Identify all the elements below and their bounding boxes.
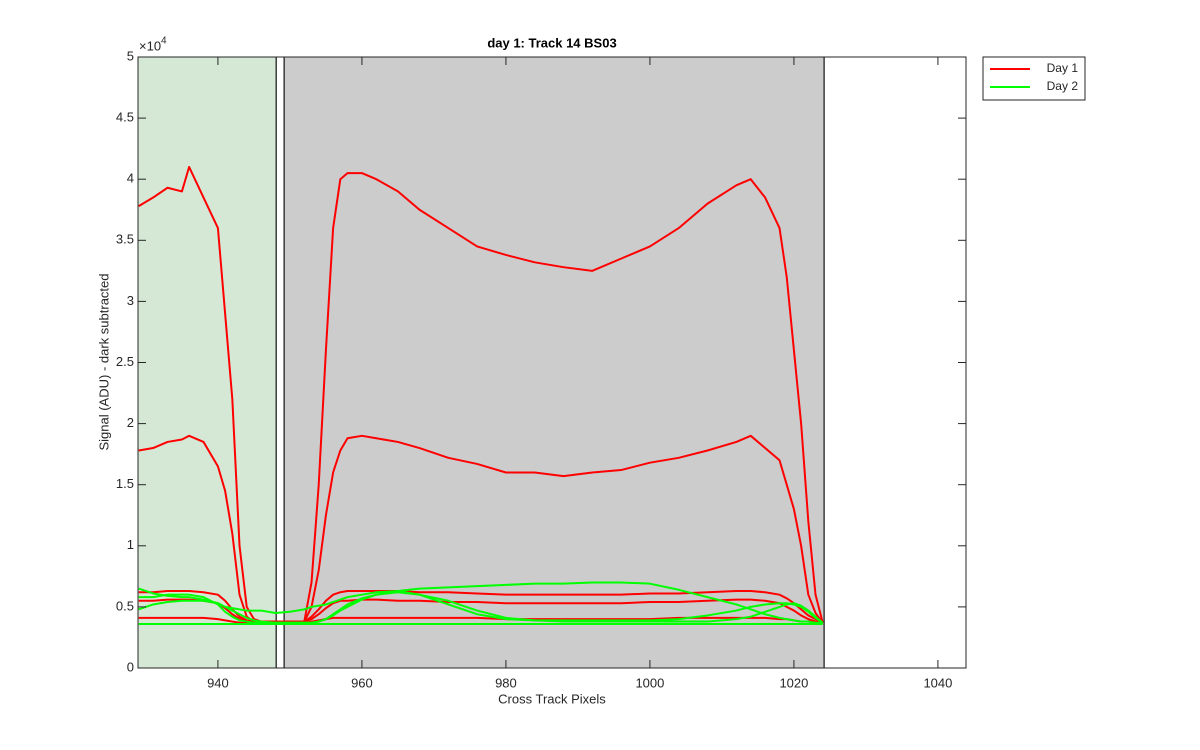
y-tick-label: 4	[127, 171, 134, 186]
legend-label: Day 1	[1047, 61, 1079, 75]
y-exponent: 4	[161, 36, 167, 47]
shaded-region	[823, 56, 967, 669]
legend-label: Day 2	[1047, 79, 1079, 93]
regions	[137, 56, 967, 669]
shaded-region	[275, 56, 285, 669]
legend: Day 1 Day 2	[982, 56, 1086, 101]
data-line	[138, 434, 824, 624]
data-line	[138, 590, 824, 624]
chart-title: day 1: Track 14 BS03	[487, 35, 616, 50]
data-line	[138, 590, 824, 624]
data-line	[138, 591, 824, 624]
data-line	[138, 616, 823, 624]
x-tick-label: 980	[495, 675, 517, 690]
y-tick-label: 3.5	[116, 232, 134, 247]
data-line	[138, 598, 823, 624]
y-tick-label: 1.5	[116, 476, 134, 491]
y-tick-label: 2	[127, 415, 134, 430]
x-axis-label: Cross Track Pixels	[498, 691, 606, 706]
shaded-region	[283, 56, 825, 669]
y-tick-label: 0.5	[116, 598, 134, 613]
y-tick-label: 4.5	[116, 110, 134, 125]
shaded-region	[137, 56, 277, 669]
y-tick-label: 3	[127, 293, 134, 308]
axes: 940 960 980 1000 1020 1040 0 0.5 1 1.5 2 2.5 3 3.5 4 4.…	[116, 48, 967, 690]
y-tick-label: 5	[127, 48, 134, 63]
y-tick-label: 0	[127, 659, 134, 674]
x-tick-label: 1020	[779, 675, 808, 690]
x-tick-label: 960	[351, 675, 373, 690]
y-tick-label: 1	[127, 537, 134, 552]
legend-box	[982, 56, 1086, 101]
plot	[138, 165, 824, 626]
x-tick-label: 1040	[923, 675, 952, 690]
y-axis-label: Signal (ADU) - dark subtracted	[96, 273, 111, 450]
x-tick-label: 940	[207, 675, 229, 690]
y-tick-label: 2.5	[116, 354, 134, 369]
x-tick-label: 1000	[635, 675, 664, 690]
data-line	[138, 165, 824, 624]
y-multiplier: ×10	[139, 38, 161, 53]
